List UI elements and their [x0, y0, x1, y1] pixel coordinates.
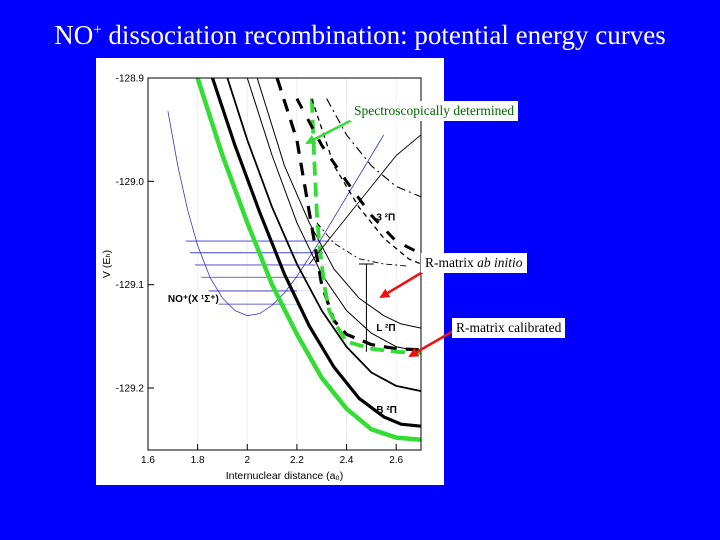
- x-tick-label: 1.8: [191, 455, 205, 466]
- curve-thin-5: [256, 78, 421, 329]
- y-tick-label: -128.9: [116, 74, 145, 85]
- y-tick-label: -129.1: [116, 280, 145, 291]
- callout-ab-initio-italic: ab initio: [477, 255, 523, 270]
- y-axis-label: V (Eₕ): [101, 250, 113, 278]
- title-rest: dissociation recombination: potential en…: [101, 20, 666, 50]
- curve-medium-3: [226, 78, 421, 392]
- state-label: L ²Π: [376, 323, 395, 334]
- curve-dashed-thick-6: [275, 78, 421, 352]
- curve-green-1: [195, 78, 421, 442]
- curve-thin-solid-12: [308, 134, 421, 265]
- curve-green-dashed-7: [309, 98, 421, 355]
- curve-thick-2: [210, 78, 421, 428]
- plot-panel: 1.6 1.8 2 2.2 2.4 2.6 -128.9 -129.0 -129.1 -129.2…: [96, 58, 444, 485]
- curve-thin-blue-0: [167, 111, 385, 317]
- callout-spectroscopic: Spectroscopically determined: [350, 101, 519, 121]
- curve-dash-dot-thin-11: [316, 222, 409, 267]
- callout-ab-initio: R-matrix ab initio: [421, 253, 527, 273]
- state-label: B ²Π: [376, 405, 397, 416]
- potential-energy-chart: 1.6 1.8 2 2.2 2.4 2.6 -128.9 -129.0 -129.1 -129.2…: [101, 74, 422, 482]
- x-tick-label: 2: [244, 455, 250, 466]
- state-label: 3 ²Π: [376, 213, 395, 224]
- callout-calibrated: R-matrix calibrated: [452, 318, 566, 338]
- x-tick-label: 2.6: [389, 455, 403, 466]
- slide-title: NO+ dissociation recombination: potentia…: [0, 20, 720, 51]
- x-axis-label: Internuclear distance (a₀): [226, 470, 344, 482]
- y-tick-label: -129.0: [116, 177, 145, 188]
- callout-ab-initio-prefix: R-matrix: [425, 255, 478, 270]
- state-label: NO⁺(X ¹Σ⁺): [168, 294, 219, 305]
- x-tick-label: 2.4: [340, 455, 354, 466]
- plot-frame: [147, 77, 422, 451]
- title-prefix: NO: [54, 20, 94, 50]
- curve-thin-4: [246, 78, 421, 353]
- y-tick-label: -129.2: [116, 384, 145, 395]
- x-tick-label: 2.2: [290, 455, 304, 466]
- title-superscript: +: [93, 22, 102, 38]
- x-tick-label: 1.6: [141, 455, 155, 466]
- curve-dash-wide-8: [295, 97, 421, 256]
- curves-group: [167, 78, 421, 442]
- curve-dash-thin-9: [311, 98, 421, 265]
